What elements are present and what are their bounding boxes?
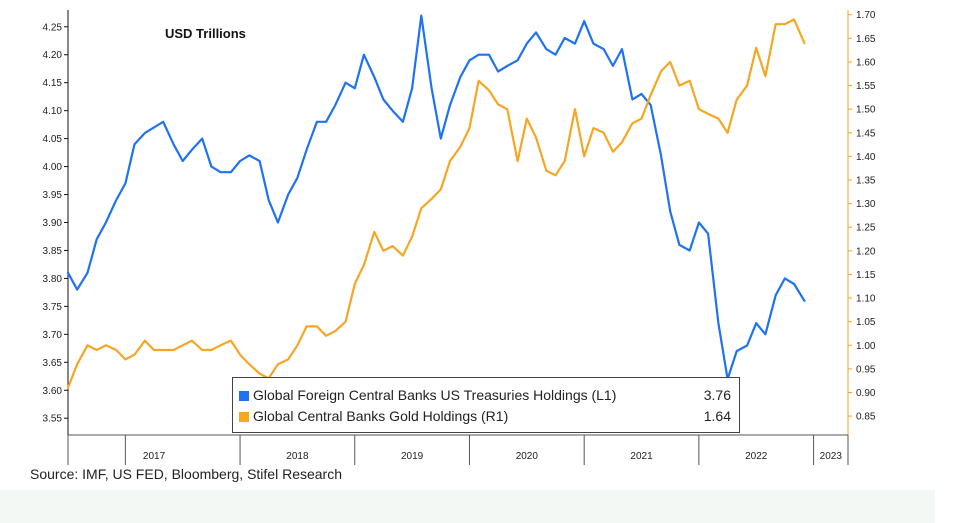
left-tick-label: 3.95: [43, 190, 63, 201]
left-tick-label: 4.20: [43, 50, 63, 61]
right-tick-label: 1.55: [856, 81, 876, 92]
left-tick-label: 3.85: [43, 246, 63, 257]
left-tick-label: 4.00: [43, 162, 63, 173]
right-tick-label: 1.45: [856, 128, 876, 139]
right-tick-label: 1.20: [856, 246, 876, 257]
right-tick-label: 1.70: [856, 10, 876, 21]
source-note: Source: IMF, US FED, Bloomberg, Stifel R…: [30, 466, 342, 482]
right-tick-label: 1.40: [856, 152, 876, 163]
right-tick-label: 1.00: [856, 341, 876, 352]
left-tick-label: 3.60: [43, 386, 63, 397]
left-tick-label: 3.75: [43, 302, 63, 313]
right-tick-label: 1.15: [856, 270, 876, 281]
left-tick-label: 3.80: [43, 274, 63, 285]
year-label: 2017: [143, 451, 166, 462]
year-label: 2021: [630, 451, 653, 462]
right-tick-label: 1.65: [856, 34, 876, 45]
series-lines: [66, 14, 806, 389]
left-tick-label: 4.05: [43, 134, 63, 145]
right-tick-label: 1.10: [856, 294, 876, 305]
left-tick-label: 4.10: [43, 106, 63, 117]
legend-value-gold: 1.64: [703, 408, 731, 424]
right-tick-label: 1.05: [856, 317, 876, 328]
year-label: 2022: [745, 451, 768, 462]
left-tick-label: 3.55: [43, 414, 63, 425]
right-tick-label: 1.35: [856, 176, 876, 187]
legend-swatch-gold: [239, 412, 249, 423]
legend-item-gold: Global Central Banks Gold Holdings (R1) …: [239, 406, 731, 426]
year-label: 2019: [401, 451, 424, 462]
year-label: 2018: [286, 451, 309, 462]
left-tick-label: 4.25: [43, 22, 63, 33]
legend: Global Foreign Central Banks US Treasuri…: [232, 377, 740, 433]
right-tick-label: 1.25: [856, 223, 876, 234]
chart-title: USD Trillions: [165, 26, 246, 41]
right-tick-label: 0.90: [856, 388, 876, 399]
legend-item-usd: Global Foreign Central Banks US Treasuri…: [239, 385, 731, 405]
left-tick-label: 3.70: [43, 330, 63, 341]
left-tick-label: 4.15: [43, 78, 63, 89]
right-tick-label: 0.95: [856, 364, 876, 375]
axes: 3.55 3.60 3.65 3.70 3.75 3.80 3.85 3.90 3.95 4.00…: [43, 10, 876, 465]
year-label: 2020: [516, 451, 539, 462]
left-tick-label: 3.65: [43, 358, 63, 369]
legend-label-usd: Global Foreign Central Banks US Treasuri…: [253, 387, 617, 403]
right-tick-label: 1.50: [856, 105, 876, 116]
right-tick-label: 1.30: [856, 199, 876, 210]
legend-swatch-usd: [239, 391, 249, 402]
left-tick-label: 3.90: [43, 218, 63, 229]
gold-holdings-line: [66, 18, 806, 389]
right-tick-label: 0.85: [856, 412, 876, 423]
year-label: 2023: [820, 451, 843, 462]
usd-treasuries-line: [66, 14, 806, 381]
legend-value-usd: 3.76: [703, 387, 731, 403]
footer-band: [0, 490, 935, 523]
legend-label-gold: Global Central Banks Gold Holdings (R1): [253, 408, 509, 424]
right-tick-label: 1.60: [856, 57, 876, 68]
